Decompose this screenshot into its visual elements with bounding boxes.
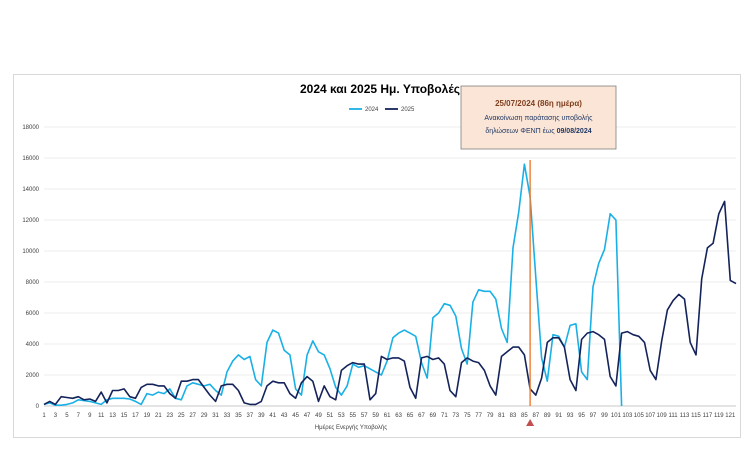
x-tick-label: 77 <box>475 413 482 419</box>
x-tick-label: 97 <box>590 413 597 419</box>
x-tick-label: 83 <box>510 413 517 419</box>
x-tick-label: 115 <box>691 413 701 419</box>
x-tick-label: 49 <box>315 413 322 419</box>
x-tick-label: 35 <box>235 413 242 419</box>
x-tick-label: 47 <box>304 413 311 419</box>
x-tick-label: 113 <box>680 413 690 419</box>
y-tick-label: 14000 <box>22 187 39 193</box>
x-tick-label: 41 <box>269 413 276 419</box>
x-tick-label: 107 <box>645 413 656 419</box>
y-tick-label: 6000 <box>26 311 40 317</box>
x-tick-label: 23 <box>166 413 173 419</box>
y-tick-label: 4000 <box>26 342 40 348</box>
x-axis-label: Ημέρες Ενεργής Υποβολής <box>315 424 387 431</box>
x-tick-label: 21 <box>155 413 162 419</box>
x-tick-label: 29 <box>201 413 208 419</box>
x-tick-label: 55 <box>349 413 356 419</box>
x-tick-label: 13 <box>109 413 116 419</box>
y-tick-label: 16000 <box>22 156 39 162</box>
x-tick-label: 121 <box>725 413 736 419</box>
x-tick-label: 57 <box>361 413 368 419</box>
x-tick-label: 19 <box>144 413 151 419</box>
x-tick-label: 37 <box>247 413 254 419</box>
annotation-box <box>460 85 617 150</box>
x-tick-label: 11 <box>98 413 105 419</box>
x-tick-label: 91 <box>555 413 562 419</box>
y-tick-label: 10000 <box>22 249 39 255</box>
marker-triangle <box>526 419 535 426</box>
chart-container: 2024 και 2025 Ημ. Υποβολές 2024 2025 0 200… <box>13 74 741 438</box>
x-tick-label: 75 <box>464 413 471 419</box>
x-tick-label: 63 <box>395 413 402 419</box>
x-tick-label: 69 <box>430 413 437 419</box>
legend-label-2025: 2025 <box>401 107 415 113</box>
x-tick-label: 65 <box>407 413 414 419</box>
series-line-2025 <box>43 200 737 406</box>
x-tick-label: 27 <box>189 413 196 419</box>
x-tick-label: 1 <box>42 413 46 419</box>
x-tick-label: 101 <box>611 413 622 419</box>
legend-label-2024: 2024 <box>365 107 379 113</box>
x-tick-label: 45 <box>292 413 299 419</box>
chart-title: 2024 και 2025 Ημ. Υποβολές <box>300 82 460 96</box>
x-tick-label: 89 <box>544 413 551 419</box>
x-tick-label: 43 <box>281 413 288 419</box>
x-tick-label: 71 <box>441 413 448 419</box>
x-tick-label: 51 <box>327 413 334 419</box>
annotation: 25/07/2024 (86η ημέρα) Ανακοίνωση παράτασ… <box>460 85 617 426</box>
y-tick-label: 18000 <box>22 125 39 131</box>
y-tick-label: 0 <box>36 404 40 410</box>
x-tick-label: 39 <box>258 413 265 419</box>
x-tick-label: 67 <box>418 413 425 419</box>
x-tick-label: 17 <box>132 413 139 419</box>
annotation-line-3: δηλώσεων ΦΕΝΠ έως 09/08/2024 <box>485 127 591 135</box>
x-tick-label: 117 <box>703 413 713 419</box>
y-tick-label: 2000 <box>26 373 40 379</box>
x-tick-label: 93 <box>567 413 574 419</box>
x-tick-label: 95 <box>578 413 585 419</box>
x-tick-label: 59 <box>372 413 379 419</box>
x-tick-label: 3 <box>54 413 58 419</box>
x-tick-label: 7 <box>77 413 81 419</box>
x-tick-label: 109 <box>657 413 668 419</box>
annotation-title: 25/07/2024 (86η ημέρα) <box>495 99 582 108</box>
x-tick-label: 9 <box>88 413 92 419</box>
x-tick-label: 53 <box>338 413 345 419</box>
x-tick-label: 105 <box>634 413 645 419</box>
series-line-2024 <box>43 163 623 407</box>
chart-legend: 2024 2025 <box>349 107 415 113</box>
chart-plot: 2024 και 2025 Ημ. Υποβολές 2024 2025 0 200… <box>22 82 737 431</box>
x-tick-label: 99 <box>601 413 608 419</box>
y-tick-label: 8000 <box>26 280 40 286</box>
x-tick-label: 15 <box>121 413 128 419</box>
x-tick-label: 5 <box>65 413 69 419</box>
x-tick-label: 119 <box>714 413 724 419</box>
x-tick-label: 73 <box>452 413 459 419</box>
y-tick-label: 12000 <box>22 218 39 224</box>
x-tick-label: 61 <box>384 413 391 419</box>
x-tick-label: 87 <box>532 413 539 419</box>
x-tick-label: 31 <box>212 413 219 419</box>
x-tick-label: 25 <box>178 413 185 419</box>
x-tick-label: 33 <box>224 413 231 419</box>
x-tick-label: 79 <box>487 413 494 419</box>
x-tick-label: 85 <box>521 413 528 419</box>
x-tick-label: 111 <box>669 413 679 419</box>
x-tick-label: 103 <box>622 413 633 419</box>
annotation-line-2: Ανακοίνωση παράτασης υποβολής <box>484 114 593 122</box>
x-tick-label: 81 <box>498 413 505 419</box>
